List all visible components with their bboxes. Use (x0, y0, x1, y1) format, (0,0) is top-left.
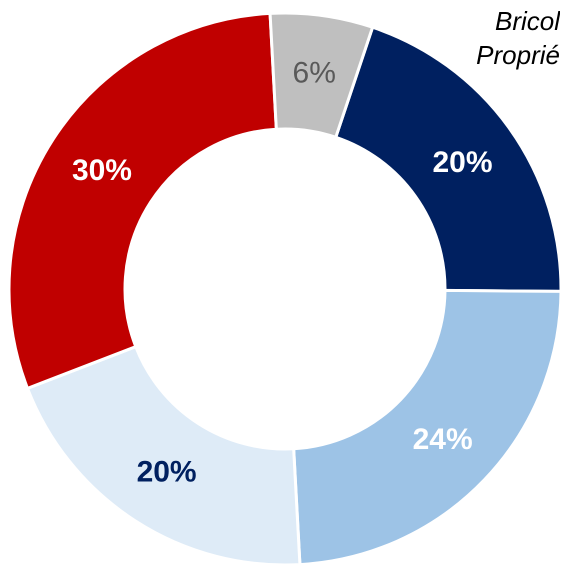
slice-label-5: 6% (293, 56, 336, 89)
legend-fragment-1: Bricol (494, 6, 560, 36)
legend-text: Bricol Proprié (440, 4, 560, 72)
donut-slice-4 (7, 11, 278, 391)
slice-label-2: 24% (413, 423, 473, 456)
slice-label-4: 30% (72, 154, 132, 187)
slice-label-1: 20% (432, 146, 492, 179)
slice-label-3: 20% (137, 456, 197, 489)
legend-fragment-2: Proprié (476, 40, 560, 70)
donut-slice-3 (25, 344, 302, 564)
donut-slice-1 (333, 25, 563, 293)
donut-slice-2 (292, 288, 563, 564)
donut-slice-5 (268, 11, 375, 140)
